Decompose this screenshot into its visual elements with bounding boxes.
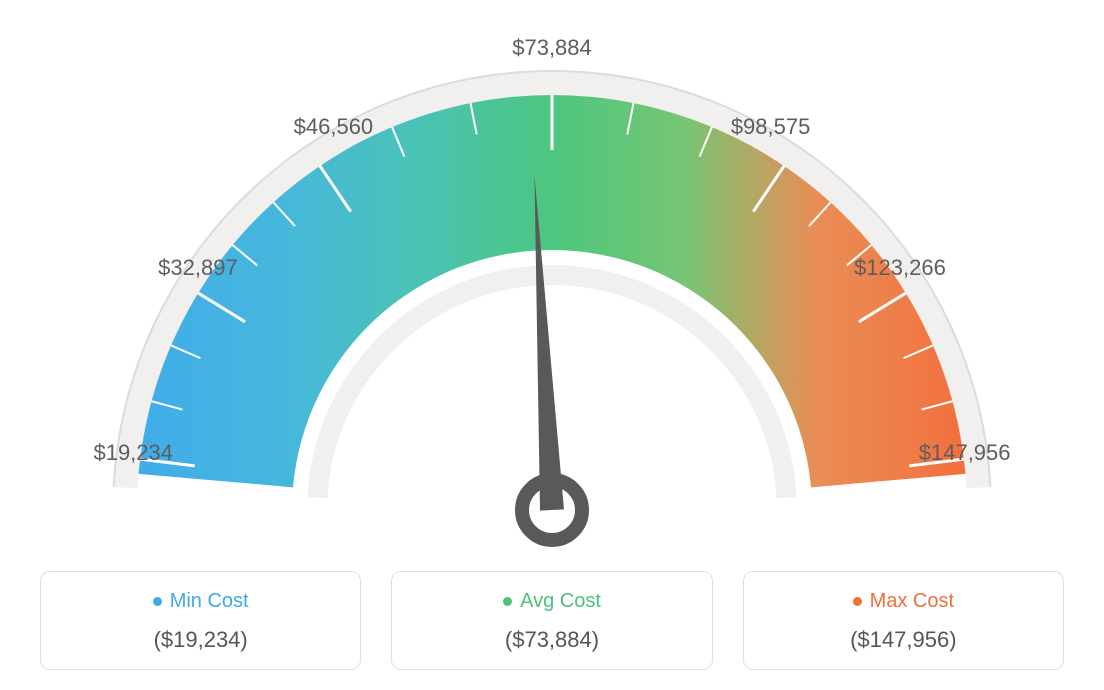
legend-title-max-text: Max Cost xyxy=(870,590,954,613)
legend-title-min-text: Min Cost xyxy=(170,590,249,613)
gauge-tick-label: $19,234 xyxy=(93,440,173,466)
legend-title-avg-text: Avg Cost xyxy=(520,590,601,613)
legend-dot-max xyxy=(853,597,862,606)
gauge-chart: $19,234 $32,897 $46,560 $73,884 $98,575 $123,… xyxy=(0,0,1104,550)
legend-title-max: Max Cost xyxy=(853,590,954,613)
legend-title-avg: Avg Cost xyxy=(503,590,601,613)
gauge-tick-label: $73,884 xyxy=(512,35,592,61)
legend-value-avg: ($73,884) xyxy=(402,627,701,653)
legend-value-max: ($147,956) xyxy=(754,627,1053,653)
gauge-tick-label: $123,266 xyxy=(854,255,946,281)
legend-card-avg: Avg Cost ($73,884) xyxy=(391,571,712,670)
gauge-tick-label: $46,560 xyxy=(294,114,374,140)
legend-card-max: Max Cost ($147,956) xyxy=(743,571,1064,670)
legend-dot-avg xyxy=(503,597,512,606)
legend-value-min: ($19,234) xyxy=(51,627,350,653)
legend-title-min: Min Cost xyxy=(153,590,249,613)
gauge-tick-label: $147,956 xyxy=(919,440,1011,466)
gauge-tick-label: $32,897 xyxy=(158,255,238,281)
gauge-tick-label: $98,575 xyxy=(731,114,811,140)
legend-card-min: Min Cost ($19,234) xyxy=(40,571,361,670)
legend-dot-min xyxy=(153,597,162,606)
legend-row: Min Cost ($19,234) Avg Cost ($73,884) Ma… xyxy=(40,571,1064,670)
